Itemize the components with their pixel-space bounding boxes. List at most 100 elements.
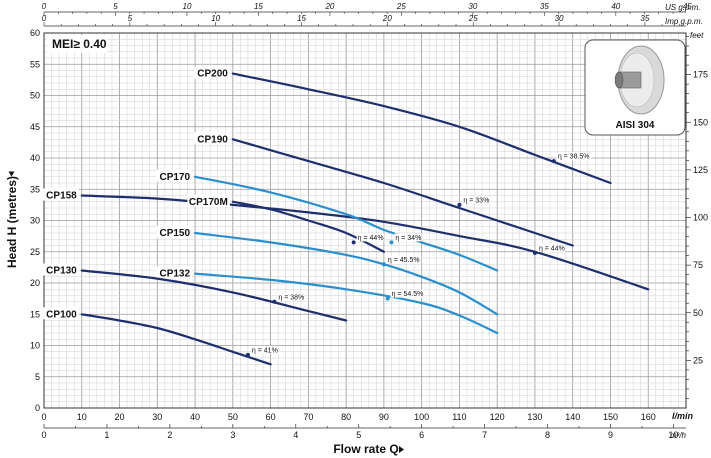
eff-marker-cp100 <box>245 352 250 357</box>
us-tick-label: 10 <box>183 2 192 11</box>
us-tick-label: 35 <box>540 2 549 11</box>
y-tick-label: 10 <box>30 341 40 351</box>
imp-tick-label: 35 <box>640 14 649 23</box>
mei-annotation: MEI≥ 0.40 <box>52 37 107 51</box>
curve-label-bg-cp100 <box>42 307 79 320</box>
y-tick-label: 55 <box>30 59 40 69</box>
imp-tick-label: 5 <box>128 14 133 23</box>
eff-marker-cp158 <box>532 251 537 255</box>
curve-label-cp150: CP150 <box>159 228 190 239</box>
us-tick-label: 20 <box>324 2 334 11</box>
curve-label-cp190: CP190 <box>197 134 228 145</box>
eff-label-bg-cp100 <box>250 345 279 354</box>
curve-label-cp170: CP170 <box>159 172 190 183</box>
eff-label-bg-cp190 <box>462 195 490 204</box>
top-unit-label-2: Imp g.p.m. <box>665 17 703 26</box>
us-tick-label: 40 <box>611 2 620 11</box>
us-gpm-axis: 0 5 10 15 20 25 30 35 40 45 <box>42 2 692 16</box>
imp-tick-label: 30 <box>555 14 564 23</box>
y-tick-label: 0 <box>35 403 40 413</box>
eff-marker-cp170 <box>389 240 394 245</box>
eff-marker-cp190 <box>457 202 462 207</box>
curve-label-bg-cp132 <box>156 266 193 279</box>
x-tick-label: 110 <box>452 412 466 422</box>
curve-cp190 <box>231 138 574 247</box>
us-tick-label: 45 <box>683 2 692 11</box>
curve-label-bg-cp190 <box>193 132 230 145</box>
m3h-tick-label: 7 <box>482 430 487 440</box>
y-axis-title: Head H (metres) <box>5 176 19 268</box>
imp-tick-label: 25 <box>468 14 478 23</box>
feet-tick-label: 175 <box>693 70 708 80</box>
top-unit-label-1: US g.p.m. <box>665 3 701 12</box>
eff-label-cp170m: η = 44% <box>358 235 384 242</box>
m3h-tick-label: 9 <box>608 430 613 440</box>
x-tick-label: 130 <box>527 412 542 422</box>
eff-label-bg-cp130 <box>277 292 305 301</box>
y-tick-label: 50 <box>30 91 40 101</box>
x-tick-label: 150 <box>603 412 618 422</box>
x-axis-title: Flow rate Q <box>333 442 398 456</box>
y-axis-ticks: 0 5 10 15 20 25 30 35 40 45 50 55 60 <box>30 28 40 413</box>
curve-label-cp200: CP200 <box>197 69 228 80</box>
eff-label-bg-cp170m <box>356 233 384 242</box>
right-unit-label: feet <box>690 31 704 40</box>
curve-cp130 <box>80 269 348 322</box>
imp-tick-label: 10 <box>211 14 220 23</box>
us-tick-label: 25 <box>396 2 406 11</box>
x-axis-ticks: 0 10 20 30 40 50 60 70 80 90 100 110 120 130 140 150 160 <box>41 412 655 422</box>
chart-grid <box>44 33 686 408</box>
eff-label-bg-cp200 <box>556 152 592 161</box>
x-tick-label: 90 <box>379 412 389 422</box>
eff-label-bg-cp158 <box>537 244 566 252</box>
eff-label-cp100: η = 41% <box>252 347 278 354</box>
y-arrow-icon <box>8 171 15 177</box>
curve-label-cp158: CP158 <box>46 191 77 202</box>
curve-label-cp132: CP132 <box>159 269 190 280</box>
us-tick-label: 15 <box>254 2 263 11</box>
eff-label-bg-cp132 <box>390 289 426 298</box>
x-tick-label: 0 <box>41 412 46 422</box>
m3h-axis: 0 1 2 3 4 5 6 7 8 9 10 <box>41 424 686 440</box>
curve-label-bg-cp170 <box>156 169 193 182</box>
x-unit-label: l/min <box>672 411 694 421</box>
curve-label-bg-cp200 <box>193 66 230 79</box>
curve-label-bg-cp170m <box>187 194 230 207</box>
curve-cp100 <box>80 313 272 366</box>
curve-label-cp130: CP130 <box>46 266 77 277</box>
eff-marker-cp200 <box>551 159 556 164</box>
us-tick-label: 5 <box>113 2 118 11</box>
us-tick-label: 0 <box>42 2 47 11</box>
m3h-tick-label: 4 <box>293 430 298 440</box>
x-tick-label: 50 <box>228 412 238 422</box>
eff-marker-cp132 <box>385 296 390 301</box>
feet-axis-ticks: 25 50 75 100 125 150 175 <box>685 33 708 408</box>
x-tick-label: 160 <box>641 412 656 422</box>
imp-tick-label: 0 <box>42 14 47 23</box>
eff-marker-cp150 <box>381 262 386 267</box>
eff-marker-cp130 <box>272 299 277 304</box>
eff-label-bg-cp170 <box>394 233 422 242</box>
curve-label-bg-cp130 <box>42 263 79 276</box>
curve-label-cp170m: CP170M <box>189 197 228 208</box>
eff-label-cp190: η = 33% <box>463 197 489 204</box>
m3h-tick-label: 3 <box>230 430 235 440</box>
feet-tick-label: 50 <box>693 308 703 318</box>
m3h-tick-label: 1 <box>104 430 109 440</box>
curve-cp132 <box>194 272 499 335</box>
eff-label-cp200: η = 38.5% <box>558 154 590 161</box>
curve-label-cp100: CP100 <box>46 309 77 320</box>
x-tick-label: 80 <box>341 412 351 422</box>
eff-label-cp158: η = 44% <box>539 246 565 253</box>
m3h-tick-label: 10 <box>668 430 678 440</box>
feet-tick-label: 25 <box>693 355 703 365</box>
mei-annotation-bg <box>47 35 107 53</box>
eff-label-cp130: η = 38% <box>278 294 304 301</box>
m3h-tick-label: 6 <box>419 430 424 440</box>
x-tick-label: 40 <box>190 412 200 422</box>
feet-tick-label: 150 <box>693 117 708 127</box>
x-tick-label: 100 <box>414 412 429 422</box>
y-tick-label: 45 <box>30 122 40 132</box>
curve-cp170 <box>194 175 499 272</box>
